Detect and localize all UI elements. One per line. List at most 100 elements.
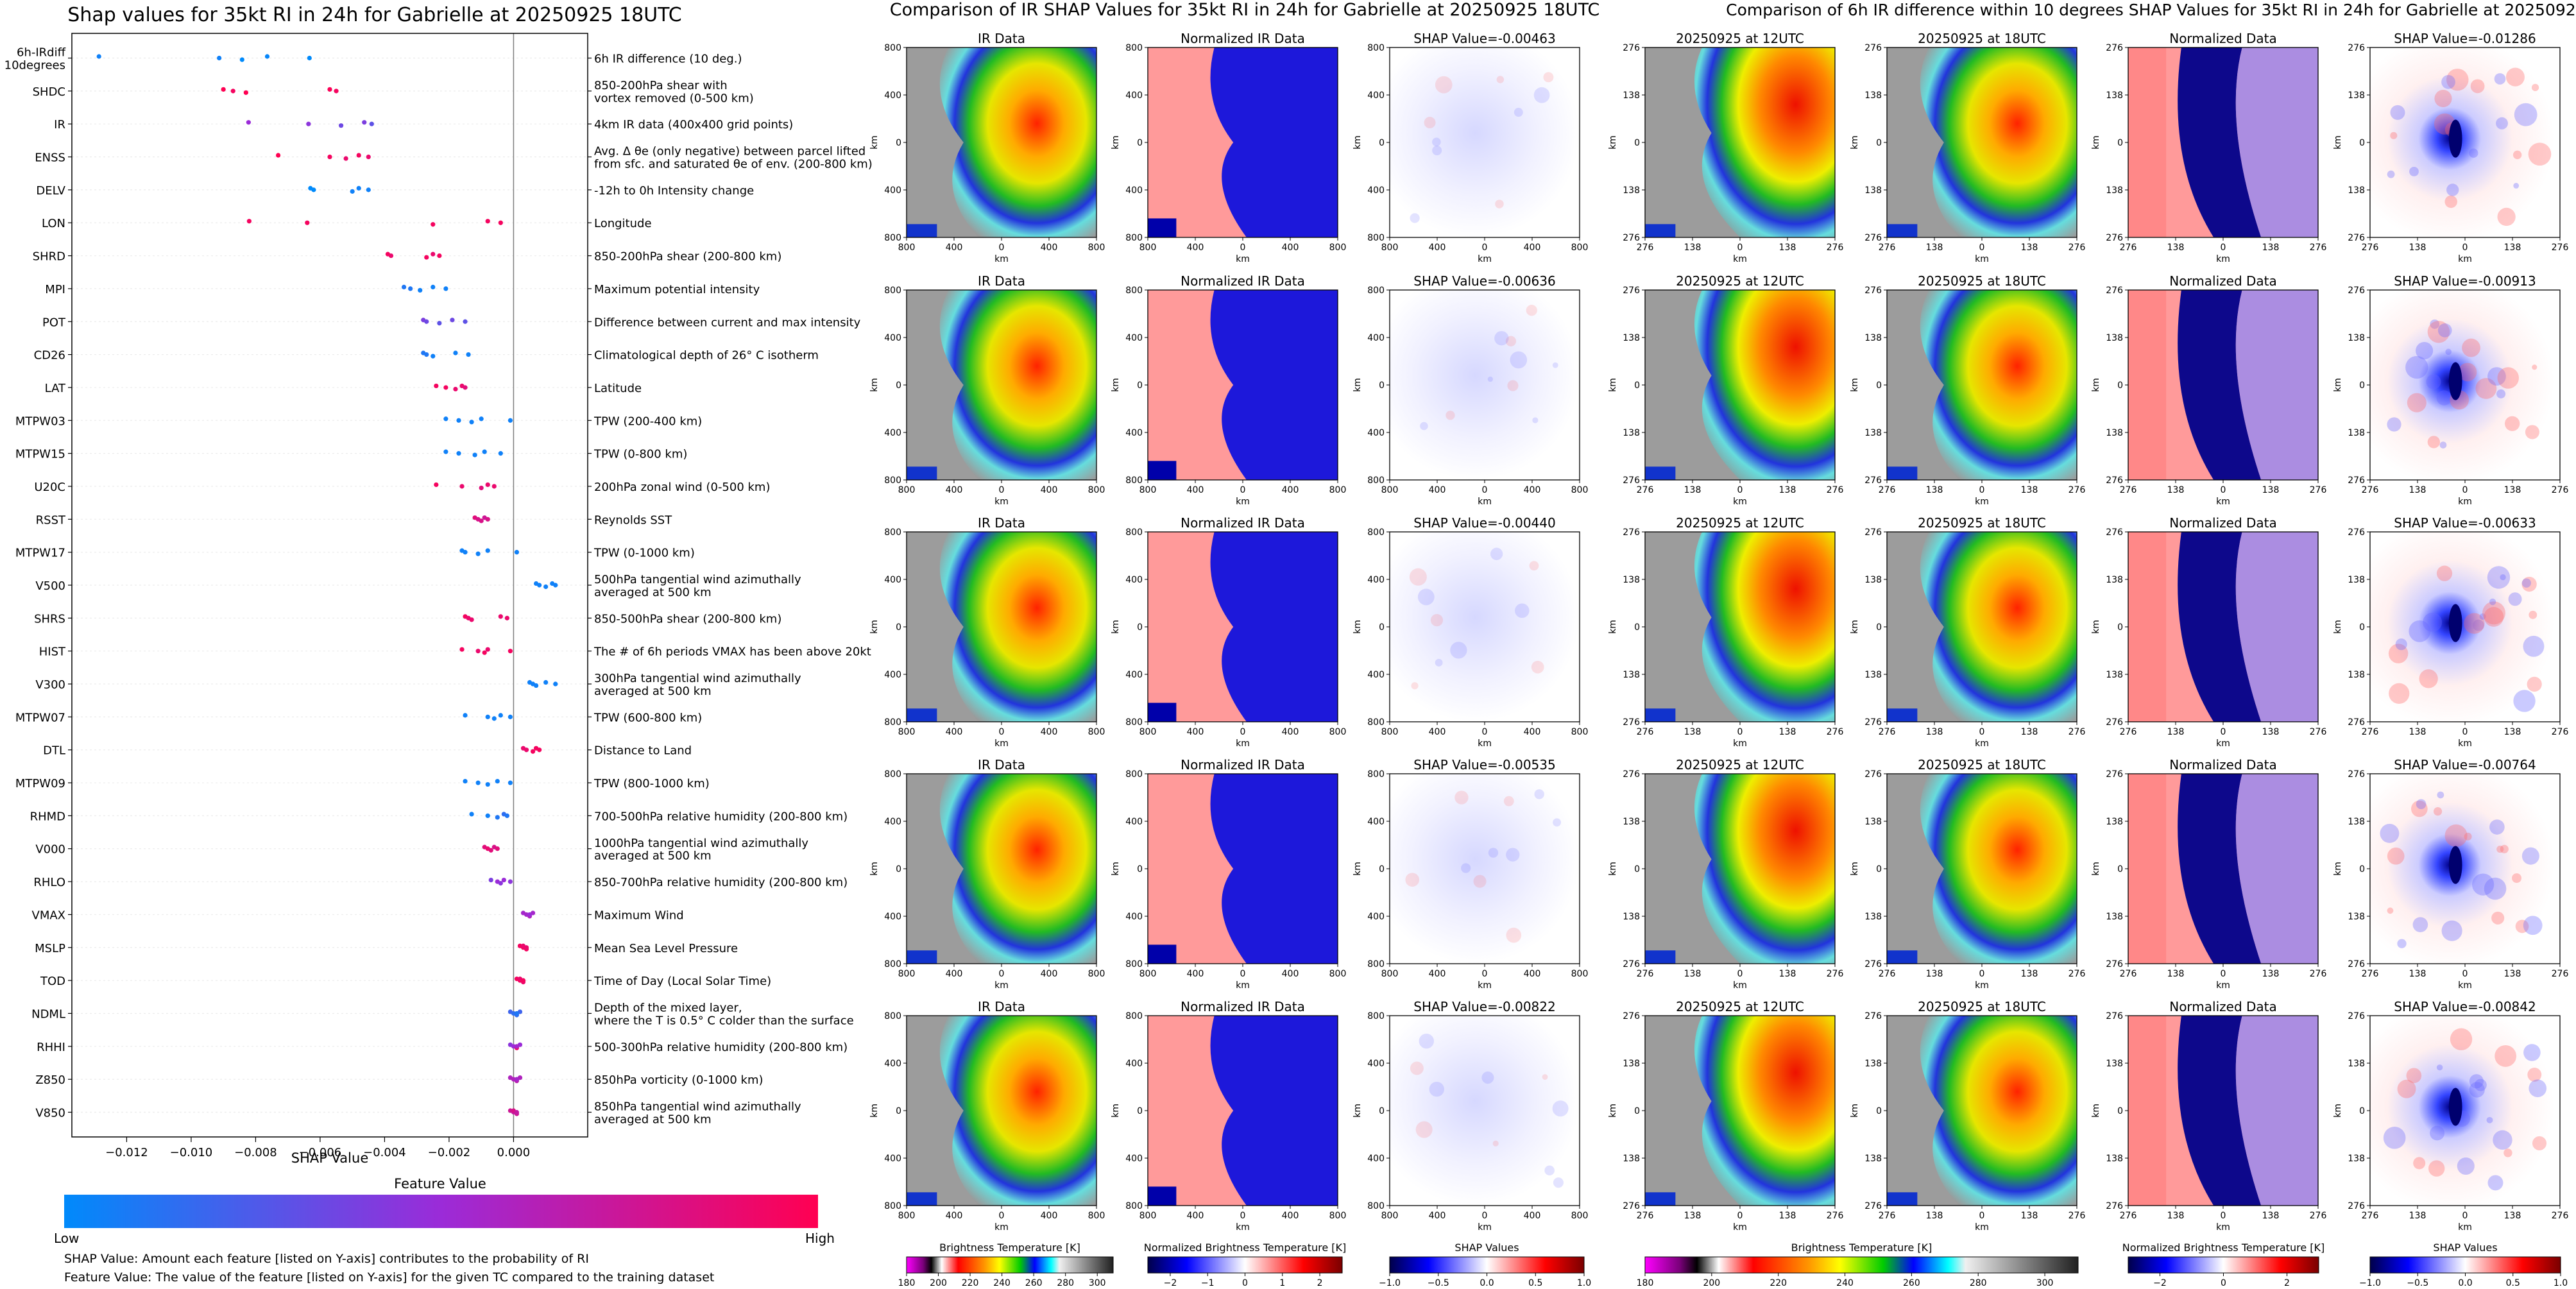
x-tick-label: 800 bbox=[1329, 485, 1347, 495]
y-tick-label: 800 bbox=[1367, 233, 1385, 243]
ir-cloud-shield bbox=[1920, 1016, 2077, 1206]
y-tick-label: 138 bbox=[2348, 670, 2365, 680]
x-tick-label: 276 bbox=[2310, 1211, 2327, 1221]
shap-core bbox=[2448, 1088, 2462, 1126]
y-tick-label: 138 bbox=[2106, 1059, 2123, 1069]
y-tick-label: 800 bbox=[1367, 286, 1385, 296]
subplot-title: IR Data bbox=[978, 515, 1025, 531]
norm-warm-edge bbox=[2128, 774, 2167, 964]
y-tick-label: 276 bbox=[2106, 769, 2123, 780]
y-tick-label: 800 bbox=[1367, 527, 1385, 538]
shap-blob bbox=[2491, 911, 2505, 925]
y-tick-label: 276 bbox=[1864, 475, 1882, 486]
shap-point bbox=[553, 583, 558, 588]
feature-label: V850 bbox=[35, 1106, 65, 1120]
y-tick-label: 800 bbox=[1367, 1011, 1385, 1021]
feature-label: V000 bbox=[35, 843, 65, 857]
x-tick-label: 276 bbox=[2310, 969, 2327, 979]
feature-value-colorbar bbox=[64, 1195, 818, 1228]
x-tick-label: 138 bbox=[2021, 969, 2038, 979]
x-tick-label: 0 bbox=[1240, 485, 1246, 495]
shap-blob bbox=[2484, 877, 2507, 900]
y-tick-label: 276 bbox=[1623, 475, 1640, 486]
x-tick-label: 276 bbox=[1827, 969, 1844, 979]
x-tick-label: 276 bbox=[1879, 969, 1896, 979]
y-tick-label: 0 bbox=[1634, 1106, 1640, 1116]
colorbar-tick-label: 200 bbox=[930, 1278, 947, 1288]
x-tick-label: 276 bbox=[2552, 243, 2569, 253]
x-tick-label: 0 bbox=[1240, 969, 1246, 979]
y-tick-label: 276 bbox=[1623, 1201, 1640, 1211]
feature-label: MTPW09 bbox=[15, 777, 65, 790]
shap-blob bbox=[2469, 1074, 2484, 1089]
x-tick-label: 276 bbox=[2310, 485, 2327, 495]
x-axis-label: km bbox=[1733, 738, 1747, 749]
shap-point bbox=[431, 252, 436, 257]
y-tick-label: 276 bbox=[1864, 717, 1882, 728]
x-tick-label: 800 bbox=[898, 243, 916, 253]
shap-point bbox=[498, 713, 503, 718]
y-tick-label: 0 bbox=[896, 622, 901, 633]
x-tick-label: 0 bbox=[1737, 1211, 1743, 1221]
shap-blob bbox=[2489, 598, 2496, 606]
shap-blob bbox=[2445, 348, 2452, 355]
feature-description: Longitude bbox=[594, 217, 652, 230]
shap-blob bbox=[2496, 117, 2508, 130]
shap-point bbox=[469, 617, 474, 622]
y-tick-label: 800 bbox=[1367, 475, 1385, 486]
y-tick-label: 276 bbox=[2106, 527, 2123, 538]
shap-point bbox=[434, 482, 439, 488]
y-tick-label: 276 bbox=[1623, 769, 1640, 780]
shap-point bbox=[514, 550, 520, 555]
y-tick-label: 400 bbox=[1367, 90, 1385, 101]
y-tick-label: 276 bbox=[2348, 769, 2365, 780]
x-tick-label: 0 bbox=[1737, 969, 1743, 979]
shap-point bbox=[491, 716, 497, 721]
colorbar-tick-label: 0.0 bbox=[2458, 1278, 2472, 1288]
colorbar-tick-label: 180 bbox=[1637, 1278, 1654, 1288]
shap-blob bbox=[1514, 108, 1523, 117]
x-tick-label: 276 bbox=[1827, 727, 1844, 737]
shap-blob bbox=[1487, 376, 1493, 382]
ir-cloud-shield bbox=[1694, 774, 1835, 964]
y-tick-label: 800 bbox=[1367, 717, 1385, 728]
colorbar-tick-label: 240 bbox=[993, 1278, 1011, 1288]
shap-map bbox=[1390, 532, 1580, 722]
shap-blob bbox=[1435, 76, 1453, 94]
colorbar-label: Brightness Temperature [K] bbox=[1791, 1242, 1932, 1254]
subplot-title: 20250925 at 18UTC bbox=[1918, 31, 2046, 46]
shap-blob bbox=[2473, 619, 2484, 631]
y-axis-label: km bbox=[869, 378, 880, 392]
norm-cold-region bbox=[2178, 290, 2262, 480]
y-tick-label: 0 bbox=[1137, 138, 1143, 148]
x-tick-label: 276 bbox=[2362, 727, 2379, 737]
y-tick-label: 400 bbox=[884, 670, 901, 680]
shap-blob bbox=[2482, 601, 2505, 625]
shap-blob bbox=[2489, 819, 2505, 835]
norm-warm-edge bbox=[2128, 47, 2167, 237]
shap-blob bbox=[2409, 620, 2431, 642]
y-tick-label: 0 bbox=[1379, 1106, 1385, 1116]
shap-point bbox=[463, 778, 468, 784]
shap-blob bbox=[1461, 863, 1471, 873]
ir-cloud-shield bbox=[1920, 532, 2077, 722]
y-tick-label: 276 bbox=[1864, 527, 1882, 538]
x-axis-label: km bbox=[1733, 1222, 1747, 1233]
y-tick-label: 400 bbox=[1125, 670, 1143, 680]
x-tick-label: −0.006 bbox=[299, 1146, 342, 1159]
y-tick-label: 800 bbox=[884, 1011, 901, 1021]
shap-point bbox=[443, 416, 448, 422]
feature-description: Maximum Wind bbox=[594, 909, 684, 922]
shap-blob bbox=[2436, 1064, 2443, 1071]
shap-point bbox=[479, 518, 484, 524]
y-tick-label: 138 bbox=[2348, 575, 2365, 585]
ir-warm-corner bbox=[1887, 224, 1918, 237]
y-tick-label: 276 bbox=[1623, 43, 1640, 53]
ir-cloud-shield bbox=[939, 532, 1096, 722]
y-tick-label: 800 bbox=[1125, 1011, 1143, 1021]
x-tick-label: 138 bbox=[1779, 485, 1796, 495]
feature-label: V500 bbox=[35, 579, 65, 593]
shap-blob bbox=[2513, 690, 2536, 712]
feature-label: 6h-IRdiff 10degrees bbox=[4, 46, 66, 73]
x-tick-label: 800 bbox=[898, 1211, 916, 1221]
